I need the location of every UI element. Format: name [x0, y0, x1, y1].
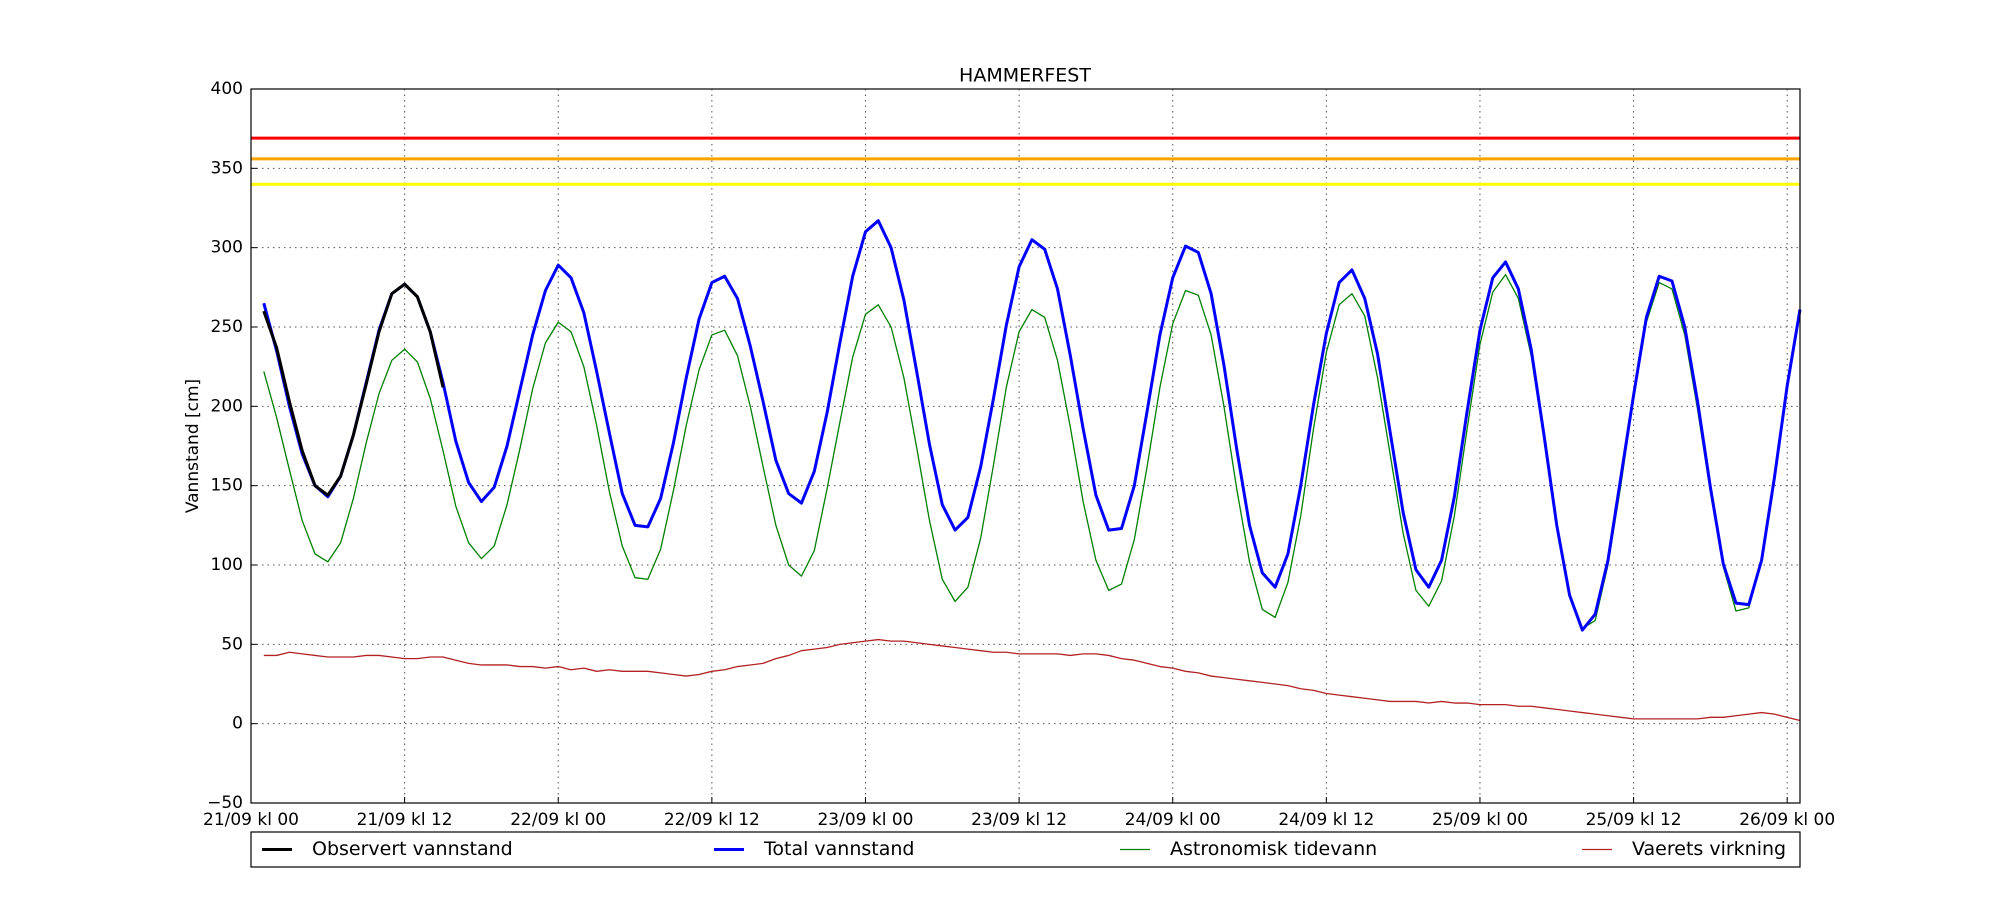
y-axis-label: Vannstand [cm] [183, 379, 203, 513]
legend-label: Astronomisk tidevann [1170, 838, 1377, 860]
series-line [263, 273, 1801, 630]
x-tick-label: 23/09 kl 12 [971, 810, 1067, 830]
y-tick-label: 150 [211, 476, 243, 496]
x-tick-label: 23/09 kl 00 [817, 810, 913, 830]
x-tick-label: 21/09 kl 12 [357, 810, 453, 830]
y-tick-label: 350 [211, 158, 243, 178]
x-tick-label: 22/09 kl 00 [510, 810, 606, 830]
series-line [262, 219, 1802, 632]
y-tick-label: −50 [207, 793, 243, 813]
x-tick-label: 21/09 kl 00 [203, 810, 299, 830]
x-tick-label: 22/09 kl 12 [664, 810, 760, 830]
legend-label: Vaerets virkning [1632, 838, 1786, 860]
x-tick-label: 25/09 kl 12 [1586, 810, 1682, 830]
y-tick-label: 200 [211, 396, 243, 416]
chart-title: HAMMERFEST [959, 65, 1091, 87]
y-tick-label: 250 [211, 317, 243, 337]
y-tick-label: 100 [211, 555, 243, 575]
y-tick-label: 0 [232, 714, 243, 734]
y-tick-label: 300 [211, 238, 243, 258]
x-tick-label: 26/09 kl 00 [1739, 810, 1835, 830]
legend-box [250, 831, 1801, 868]
x-tick-label: 24/09 kl 00 [1125, 810, 1221, 830]
plot-frame [250, 88, 1801, 804]
legend-label: Observert vannstand [312, 838, 513, 860]
y-tick-label: 400 [211, 79, 243, 99]
series-line [263, 638, 1801, 722]
series-line [262, 282, 445, 497]
x-tick-label: 25/09 kl 00 [1432, 810, 1528, 830]
x-tick-label: 24/09 kl 12 [1278, 810, 1374, 830]
y-tick-label: 50 [221, 634, 243, 654]
legend-label: Total vannstand [763, 838, 914, 860]
